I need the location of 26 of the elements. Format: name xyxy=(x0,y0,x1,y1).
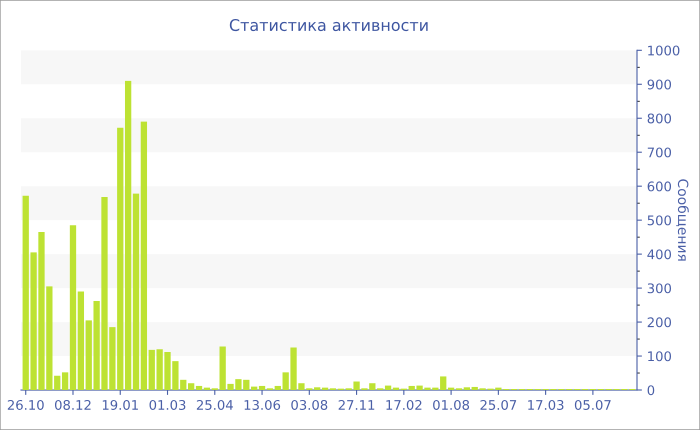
x-tick-label: 27.11 xyxy=(338,400,374,410)
y-tick-label: 200 xyxy=(648,317,672,328)
y-tick-label: 700 xyxy=(648,147,672,158)
x-tick-label: 25.07 xyxy=(480,400,516,410)
x-tick-label: 03.08 xyxy=(291,400,328,410)
x-tick-label: 13.06 xyxy=(244,400,280,410)
y-tick-label: 600 xyxy=(648,181,672,192)
y-tick-label: 900 xyxy=(648,80,672,90)
x-tick-label: 08.12 xyxy=(54,400,91,410)
x-tick-label: 05.07 xyxy=(574,400,611,410)
x-tick-label: 17.03 xyxy=(528,400,564,410)
y-tick-label: 300 xyxy=(648,283,672,294)
x-tick-label: 01.08 xyxy=(433,400,470,410)
x-tick-label: 17.02 xyxy=(386,400,422,410)
y-tick-label: 100 xyxy=(648,351,672,362)
x-tick-label: 01.03 xyxy=(150,400,186,410)
x-tick-label: 25.04 xyxy=(196,400,233,410)
y-tick-label: 500 xyxy=(648,215,672,226)
y-tick-label: 800 xyxy=(648,113,672,124)
y-tick-label: 1000 xyxy=(648,46,680,56)
chart-title: Статистика активности xyxy=(230,19,428,32)
x-tick-label: 19.01 xyxy=(102,400,138,410)
y-tick-label: 0 xyxy=(648,385,654,396)
x-tick-label: 26.10 xyxy=(8,400,44,410)
y-tick-label: 400 xyxy=(647,249,672,260)
y-axis-title: Сообщения xyxy=(676,179,689,261)
